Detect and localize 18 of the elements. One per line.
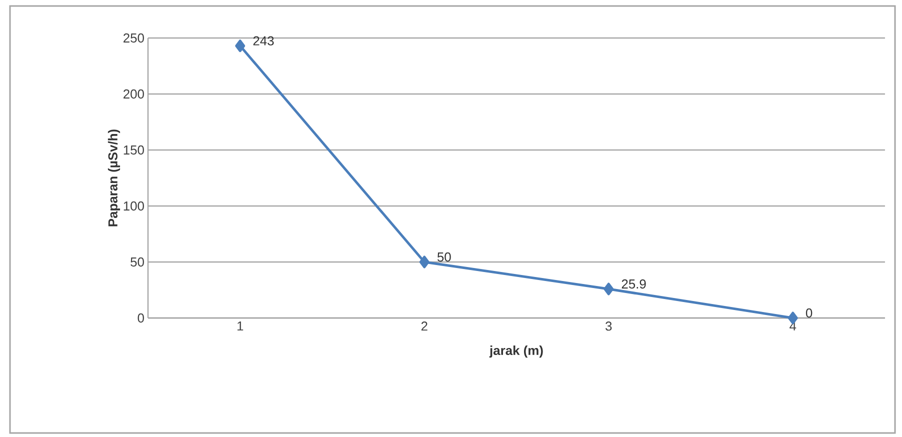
point	[419, 256, 430, 268]
data-label: 243	[253, 36, 274, 46]
y-tick-label: 150	[124, 145, 144, 155]
y-tick-label: 50	[130, 257, 144, 267]
x-axis-title: jarak (m)	[489, 346, 543, 358]
data-label: 0	[806, 308, 812, 318]
x-tick-label: 3	[606, 322, 612, 331]
data-label: 25.9	[622, 279, 646, 289]
x-tick-label: 1	[238, 322, 244, 330]
y-tick-label: 100	[124, 201, 144, 211]
y-tick-label: 250	[124, 33, 144, 43]
y-tick-label: 200	[124, 89, 144, 99]
y-axis-title: Paparan (µSv/h)	[108, 130, 120, 226]
x-tick-label: 2	[421, 322, 428, 331]
point	[604, 282, 614, 296]
data-label: 50	[437, 252, 451, 262]
y-tick-label: 0	[138, 313, 144, 323]
point	[235, 40, 246, 52]
